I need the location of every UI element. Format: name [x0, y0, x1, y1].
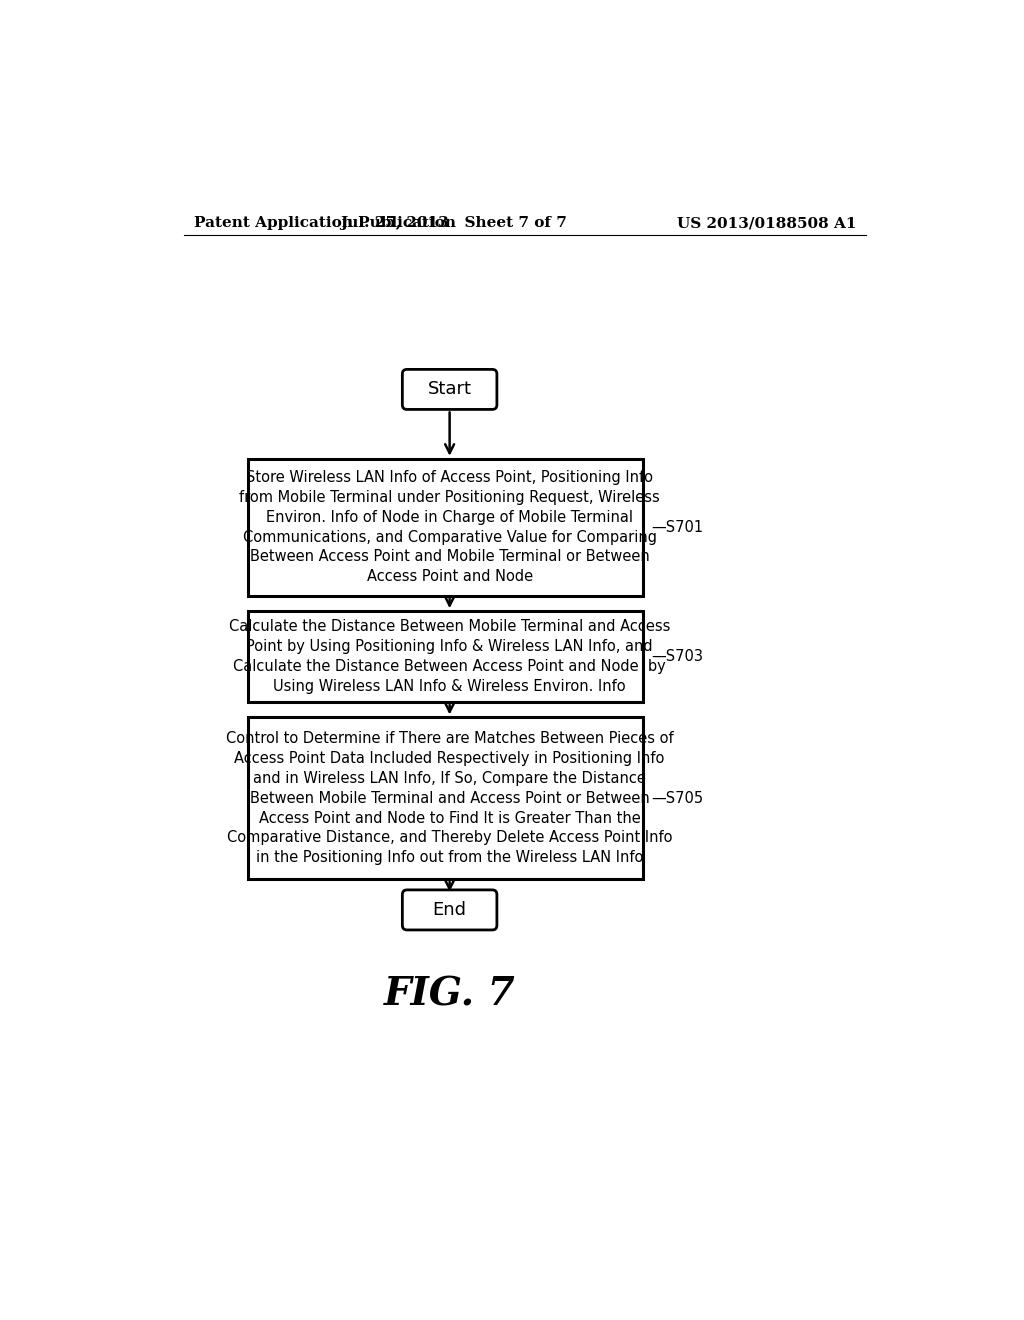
FancyBboxPatch shape: [248, 718, 643, 879]
Text: Start: Start: [428, 380, 472, 399]
Text: —S705: —S705: [651, 791, 703, 805]
Text: Calculate the Distance Between Mobile Terminal and Access
Point by Using Positio: Calculate the Distance Between Mobile Te…: [229, 619, 671, 694]
FancyBboxPatch shape: [402, 890, 497, 929]
FancyBboxPatch shape: [248, 459, 643, 595]
Text: Jul. 25, 2013   Sheet 7 of 7: Jul. 25, 2013 Sheet 7 of 7: [340, 216, 567, 230]
Text: Store Wireless LAN Info of Access Point, Positioning Info
from Mobile Terminal u: Store Wireless LAN Info of Access Point,…: [240, 470, 660, 585]
Text: Control to Determine if There are Matches Between Pieces of
Access Point Data In: Control to Determine if There are Matche…: [226, 731, 674, 865]
Text: US 2013/0188508 A1: US 2013/0188508 A1: [677, 216, 856, 230]
FancyBboxPatch shape: [248, 611, 643, 702]
Text: FIG. 7: FIG. 7: [384, 975, 515, 1014]
Text: —S701: —S701: [651, 520, 703, 535]
Text: Patent Application Publication: Patent Application Publication: [194, 216, 456, 230]
FancyBboxPatch shape: [402, 370, 497, 409]
Text: End: End: [432, 902, 467, 919]
Text: —S703: —S703: [651, 649, 703, 664]
